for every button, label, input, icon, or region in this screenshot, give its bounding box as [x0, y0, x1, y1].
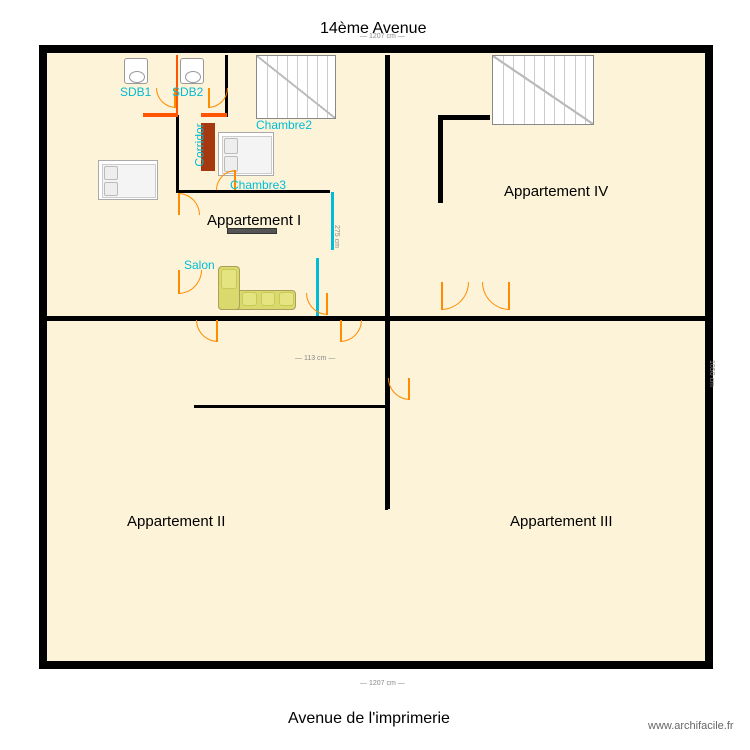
sdb2-label: SDB2 — [172, 85, 203, 99]
door-5 — [441, 282, 469, 310]
wall-2 — [390, 316, 705, 321]
door-6 — [482, 282, 510, 310]
door-2 — [178, 193, 200, 215]
door-1 — [306, 293, 328, 315]
stairs-0 — [256, 55, 336, 119]
apt4-label: Appartement IV — [504, 183, 608, 200]
wall-7 — [438, 115, 443, 203]
salon-label: Salon — [184, 258, 215, 272]
corridor-label: Corridor — [193, 123, 207, 166]
apt2-label: Appartement II — [127, 513, 225, 530]
watermark-label: www.archifacile.fr — [648, 720, 734, 732]
door-8 — [208, 88, 228, 108]
orange-wall-2 — [143, 113, 177, 117]
wall-8 — [438, 115, 490, 120]
apt1-label: Appartement I — [207, 212, 301, 229]
bathroom-fixture-1 — [180, 58, 204, 84]
chambre2-label: Chambre2 — [256, 118, 312, 132]
dim-mark-2: — 1207 cm — — [360, 680, 405, 687]
orange-wall-1 — [201, 113, 227, 117]
door-3 — [340, 320, 362, 342]
dim-mark-3: — 113 cm — — [295, 355, 335, 362]
apt3-label: Appartement III — [510, 513, 613, 530]
street-bottom-label: Avenue de l'imprimerie — [288, 710, 450, 728]
door-0 — [178, 270, 202, 294]
dim-mark-1: 1050 cm — [708, 360, 715, 387]
wall-3 — [194, 405, 388, 408]
door-10 — [196, 320, 218, 342]
stairs-1 — [492, 55, 594, 125]
wall-9 — [385, 350, 388, 510]
bathroom-fixture-0 — [124, 58, 148, 84]
dim-mark-4: 275 cm — [333, 225, 340, 248]
chambre3-label: Chambre3 — [230, 178, 286, 192]
dim-mark-0: — 1207 cm — — [360, 33, 405, 40]
floorplan-canvas: 14ème AvenueAvenue de l'imprimeriewww.ar… — [0, 0, 750, 750]
building-outline — [39, 45, 713, 669]
wall-5 — [176, 115, 179, 193]
sdb1-label: SDB1 — [120, 85, 151, 99]
door-4 — [388, 378, 410, 400]
bed-0 — [98, 160, 158, 200]
